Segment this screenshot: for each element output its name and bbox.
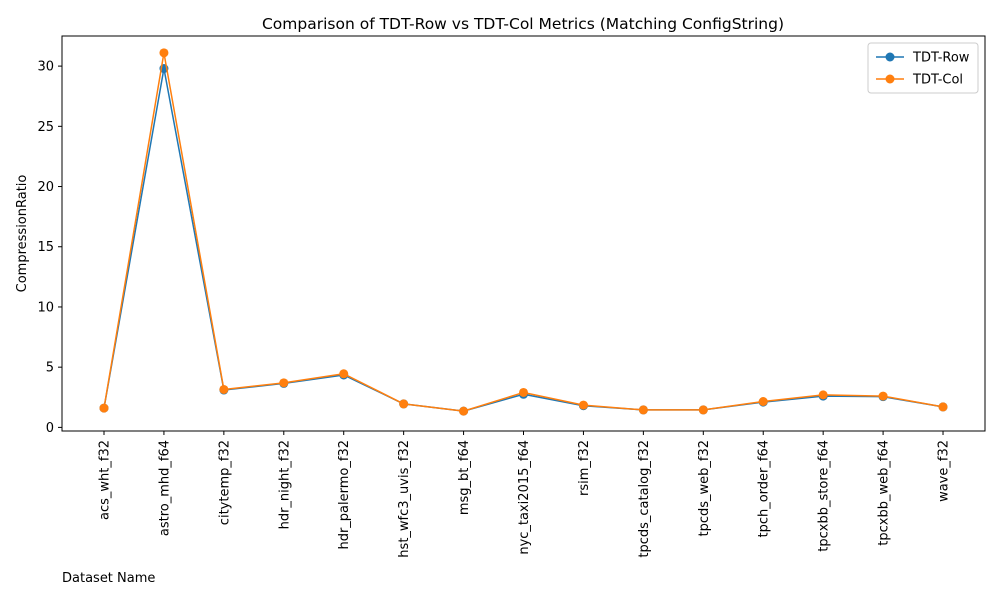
x-tick-label: citytemp_f32 [217,440,232,525]
y-tick-label: 5 [46,361,54,376]
x-tick-label: hdr_palermo_f32 [337,440,352,550]
chart-title: Comparison of TDT-Row vs TDT-Col Metrics… [262,15,784,33]
x-axis-label: Dataset Name [62,571,155,586]
x-tick-label: hdr_night_f32 [277,440,292,529]
x-tick-label: acs_wht_f32 [98,440,113,520]
data-point [219,384,229,394]
data-point [758,396,768,406]
x-tick-label: tpcds_catalog_f32 [637,440,652,558]
data-point [159,48,169,58]
legend-label: TDT-Col [912,73,963,88]
data-point [459,406,469,416]
plot-frame [61,35,986,432]
plot-area: 0 5 10 15 20 25 30 acs_wht_f32 astro_mhd_f64 city… [37,48,952,558]
y-tick-label: 20 [37,180,54,195]
data-point [698,405,708,415]
y-tick-label: 0 [46,421,54,436]
x-tick-label: wave_f32 [937,440,952,502]
legend-label: TDT-Row [912,51,970,66]
x-tick-label: rsim_f32 [577,440,592,496]
x-tick-label: hst_wfc3_uvis_f32 [397,440,412,558]
data-point [519,387,529,397]
y-tick-label: 25 [37,120,54,135]
y-tick-label: 10 [37,300,54,315]
x-tick-label: tpch_order_f64 [757,440,772,538]
data-point [99,403,109,413]
data-point [818,390,828,400]
y-axis-label: CompressionRatio [15,175,30,293]
data-point [399,399,409,409]
data-point [878,391,888,401]
x-tick-label: astro_mhd_f64 [157,440,172,536]
x-tick-label: tpcxbb_store_f64 [817,440,832,552]
y-tick-label: 30 [37,60,54,75]
y-tick-label: 15 [37,240,54,255]
data-point [638,405,648,415]
legend-marker [885,74,895,84]
legend-marker [885,52,895,62]
data-point [938,402,948,412]
x-tick-label: tpcds_web_f32 [697,440,712,537]
x-tick-label: tpcxbb_web_f64 [877,440,892,546]
x-tick-label: nyc_taxi2015_f64 [517,440,532,555]
data-point [578,400,588,410]
legend: TDT-Row TDT-Col [867,42,979,94]
data-point [279,378,289,388]
x-tick-label: msg_bt_f64 [457,440,472,515]
legend-box [867,42,979,94]
data-point [339,369,349,379]
